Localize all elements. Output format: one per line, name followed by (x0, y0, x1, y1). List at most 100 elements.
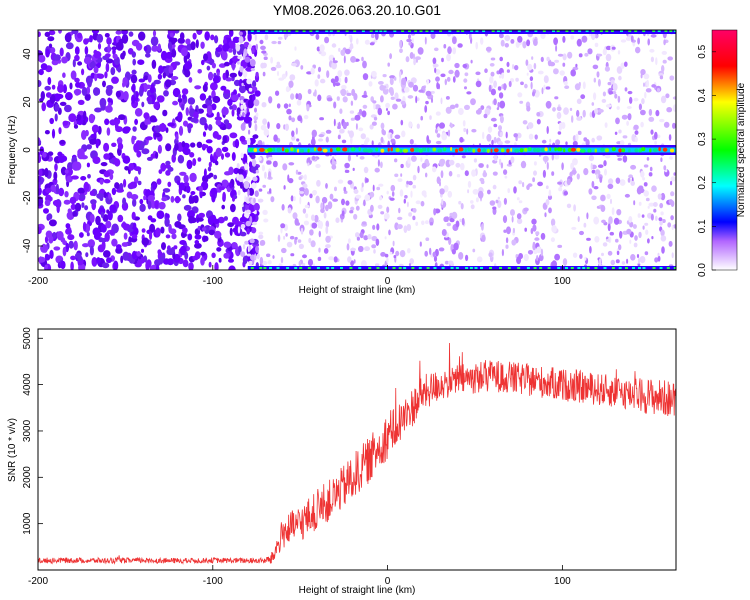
edge-peak (599, 30, 603, 32)
heatmap-cell (531, 218, 537, 225)
edge-peak (578, 30, 582, 32)
snr-frame (37, 328, 677, 571)
heatmap-cell (514, 65, 519, 71)
heatmap-cell (497, 86, 502, 91)
snr-series-line (38, 343, 676, 565)
edge-peak (299, 267, 303, 269)
heatmap-cell (217, 216, 225, 224)
heatmap-cell (586, 212, 589, 220)
heatmap-cell (349, 110, 355, 114)
heatmap-cell (54, 113, 58, 122)
heatmap-cell (208, 172, 214, 178)
heatmap-cell (51, 128, 56, 139)
heatmap-cell (155, 151, 159, 159)
edge-peak (326, 267, 330, 269)
heatmap-cell (310, 67, 315, 75)
heatmap-cell (258, 234, 264, 240)
heatmap-cell (277, 40, 282, 45)
heatmap-cell (181, 88, 189, 95)
heatmap-cell (580, 94, 586, 100)
heatmap-cell (616, 250, 620, 256)
heatmap-cell (316, 179, 321, 187)
heatmap-cell (397, 178, 403, 183)
heatmap-cell (258, 188, 263, 192)
heatmap-cell (480, 37, 484, 45)
heatmap-cell (503, 169, 508, 175)
heatmap-cell (448, 69, 454, 75)
heatmap-cell (152, 30, 157, 37)
heatmap-cell (178, 94, 182, 99)
edge-peak (315, 30, 319, 32)
heatmap-cell (105, 62, 110, 73)
heatmap-cell (356, 236, 360, 241)
heatmap-cell (124, 166, 130, 171)
heatmap-cell (640, 170, 645, 178)
heatmap-cell (47, 36, 55, 42)
heatmap-cell (47, 77, 52, 85)
heatmap-cell (160, 162, 167, 172)
signal-peak (322, 148, 328, 153)
heatmap-cell (441, 198, 444, 205)
heatmap-cell (190, 142, 196, 148)
heatmap-cell (486, 164, 489, 169)
heatmap-cell (350, 117, 355, 121)
heatmap-cell (304, 204, 310, 209)
heatmap-cell (661, 50, 667, 55)
heatmap-cell (372, 224, 376, 230)
heatmap-cell (648, 108, 653, 116)
heatmap-cell (254, 90, 261, 97)
heatmap-cell (311, 129, 317, 138)
signal-peak (395, 147, 400, 152)
snr-y-tick-label: 4000 (22, 373, 33, 396)
heatmap-cell (160, 50, 168, 61)
snr-y-tick-label: 3000 (22, 419, 33, 442)
heatmap-cell (222, 191, 226, 201)
heatmap-cell (380, 136, 384, 143)
heatmap-cell (510, 209, 515, 216)
heatmap-cell (167, 166, 174, 172)
heatmap-cell (670, 200, 675, 208)
heatmap-cell (60, 166, 67, 176)
heatmap-cell (170, 247, 175, 255)
heatmap-cell (284, 123, 289, 131)
spectrogram-x-tick-label: -100 (203, 276, 223, 287)
colorbar-tick-label: 0.3 (697, 132, 708, 146)
heatmap-cell (187, 97, 196, 105)
heatmap-cell (340, 88, 347, 97)
heatmap-cell (543, 75, 549, 84)
signal-peak (467, 147, 472, 152)
heatmap-cell (252, 134, 259, 139)
heatmap-cell (671, 225, 674, 230)
heatmap-cell (100, 224, 107, 233)
heatmap-cell (341, 210, 345, 217)
heatmap-cell (628, 216, 633, 223)
heatmap-cell (563, 107, 569, 115)
heatmap-cell (283, 185, 286, 190)
heatmap-cell (558, 187, 563, 192)
heatmap-cell (657, 255, 661, 262)
signal-peak (527, 147, 532, 152)
heatmap-cell (228, 48, 233, 53)
heatmap-cell (178, 182, 186, 191)
heatmap-cell (372, 100, 377, 104)
heatmap-cell (411, 37, 414, 44)
heatmap-cell (467, 180, 472, 188)
heatmap-cell (364, 246, 370, 252)
heatmap-cell (236, 115, 245, 121)
heatmap-cell (91, 257, 98, 267)
heatmap-cell (206, 105, 213, 116)
heatmap-cell (499, 100, 506, 109)
heatmap-cell (309, 193, 313, 199)
heatmap-cell (62, 84, 67, 94)
edge-peak (286, 267, 290, 269)
signal-peak (652, 148, 658, 152)
heatmap-cell (236, 163, 240, 169)
heatmap-cell (643, 82, 645, 87)
heatmap-cell (650, 213, 654, 221)
heatmap-cell (223, 252, 230, 259)
heatmap-cell (655, 215, 658, 221)
heatmap-cell (562, 62, 566, 67)
heatmap-cell (121, 33, 129, 44)
edge-peak (594, 267, 598, 269)
heatmap-cell (658, 73, 664, 77)
